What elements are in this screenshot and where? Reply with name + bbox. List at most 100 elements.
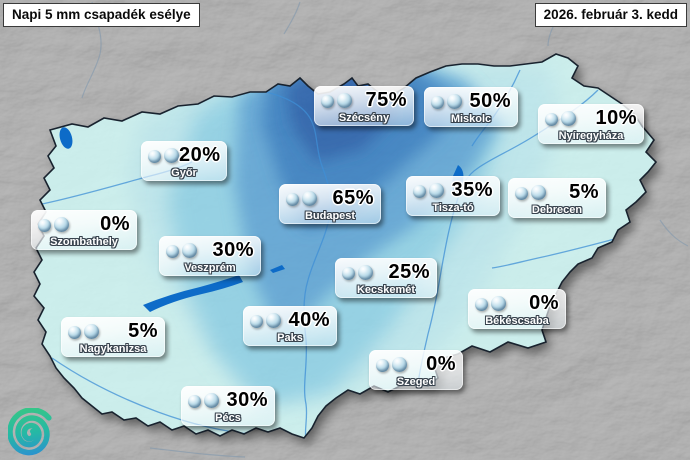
station-label: 0% Szeged: [369, 350, 463, 390]
station-label: 25% Kecskemét: [335, 258, 437, 298]
station-probability: 5%: [128, 320, 158, 342]
station-probability: 35%: [451, 179, 493, 201]
lake-ferto: [59, 127, 73, 149]
station-value-row: 35%: [406, 176, 500, 202]
raindrop-icon: [561, 110, 576, 126]
raindrop-icon: [531, 184, 546, 200]
raindrop-icon: [447, 93, 462, 109]
station-label: 50% Miskolc: [424, 87, 518, 127]
river-danube: [265, 91, 332, 438]
station-probability: 65%: [332, 187, 374, 209]
raindrop-icons: [148, 147, 179, 163]
station-city: Szombathely: [50, 236, 118, 248]
raindrop-icons: [166, 242, 197, 258]
station-label: 10% Nyíregyháza: [538, 104, 644, 144]
station-value-row: 0%: [31, 210, 137, 236]
station-value-row: 5%: [61, 317, 165, 343]
station-probability: 0%: [529, 292, 559, 314]
raindrop-icon: [84, 323, 99, 339]
station-city: Szécsény: [338, 112, 390, 124]
raindrop-icon: [431, 95, 444, 109]
station-value-row: 25%: [335, 258, 437, 284]
raindrop-icons: [376, 356, 407, 372]
raindrop-icon: [286, 192, 299, 206]
raindrop-icon: [148, 149, 161, 163]
station-label: 0% Szombathely: [31, 210, 137, 250]
station-probability: 20%: [179, 144, 221, 166]
raindrop-icon: [491, 295, 506, 311]
station-city: Debrecen: [531, 204, 583, 216]
station-city: Kecskemét: [356, 284, 416, 296]
raindrop-icon: [515, 186, 528, 200]
raindrop-icons: [475, 295, 506, 311]
station-probability: 25%: [388, 261, 430, 283]
raindrop-icon: [302, 190, 317, 206]
spiral-logo-icon: [8, 408, 52, 456]
station-label: 30% Veszprém: [159, 236, 261, 276]
raindrop-icons: [68, 323, 99, 339]
raindrop-icons: [321, 92, 352, 108]
station-label: 20% Győr: [141, 141, 227, 181]
raindrop-icon: [182, 242, 197, 258]
station-city: Pécs: [215, 412, 241, 424]
station-city: Szeged: [396, 376, 436, 388]
station-value-row: 20%: [141, 141, 227, 167]
station-value-row: 30%: [181, 386, 275, 412]
raindrop-icon: [475, 297, 488, 311]
raindrop-icon: [342, 266, 355, 280]
raindrop-icon: [164, 147, 179, 163]
lake-velence: [270, 265, 285, 273]
raindrop-icons: [250, 312, 281, 328]
raindrop-icon: [358, 264, 373, 280]
station-label: 5% Nagykanizsa: [61, 317, 165, 357]
raindrop-icon: [413, 184, 426, 198]
raindrop-icons: [286, 190, 317, 206]
station-city: Nyíregyháza: [558, 130, 624, 142]
station-city: Békéscsaba: [485, 315, 549, 327]
station-label: 40% Paks: [243, 306, 337, 346]
raindrop-icons: [38, 216, 69, 232]
station-value-row: 40%: [243, 306, 337, 332]
raindrop-icon: [204, 392, 219, 408]
station-city: Nagykanizsa: [79, 343, 147, 355]
station-value-row: 65%: [279, 184, 381, 210]
station-value-row: 5%: [508, 178, 606, 204]
station-probability: 75%: [365, 89, 407, 111]
raindrop-icon: [54, 216, 69, 232]
station-city: Miskolc: [450, 113, 492, 125]
station-value-row: 75%: [314, 86, 414, 112]
raindrop-icons: [413, 182, 444, 198]
raindrop-icon: [376, 358, 389, 372]
station-value-row: 30%: [159, 236, 261, 262]
raindrop-icons: [515, 184, 546, 200]
raindrop-icon: [392, 356, 407, 372]
raindrop-icon: [166, 244, 179, 258]
station-probability: 30%: [212, 239, 254, 261]
station-label: 65% Budapest: [279, 184, 381, 224]
raindrop-icon: [321, 94, 334, 108]
map-date: 2026. február 3. kedd: [534, 3, 687, 27]
raindrop-icons: [545, 110, 576, 126]
raindrop-icons: [431, 93, 462, 109]
station-label: 75% Szécsény: [314, 86, 414, 126]
station-probability: 50%: [469, 90, 511, 112]
station-probability: 0%: [100, 213, 130, 235]
station-value-row: 10%: [538, 104, 644, 130]
river-koros: [491, 235, 627, 269]
raindrop-icon: [68, 325, 81, 339]
station-label: 0% Békéscsaba: [468, 289, 566, 329]
station-city: Budapest: [304, 210, 356, 222]
station-value-row: 0%: [468, 289, 566, 315]
station-value-row: 50%: [424, 87, 518, 113]
raindrop-icon: [545, 112, 558, 126]
station-probability: 5%: [569, 181, 599, 203]
station-label: 30% Pécs: [181, 386, 275, 426]
raindrop-icon: [266, 312, 281, 328]
raindrop-icon: [250, 314, 263, 328]
station-probability: 30%: [226, 389, 268, 411]
map-title: Napi 5 mm csapadék esélye: [3, 3, 200, 27]
station-probability: 0%: [426, 353, 456, 375]
raindrop-icons: [188, 392, 219, 408]
raindrop-icon: [429, 182, 444, 198]
